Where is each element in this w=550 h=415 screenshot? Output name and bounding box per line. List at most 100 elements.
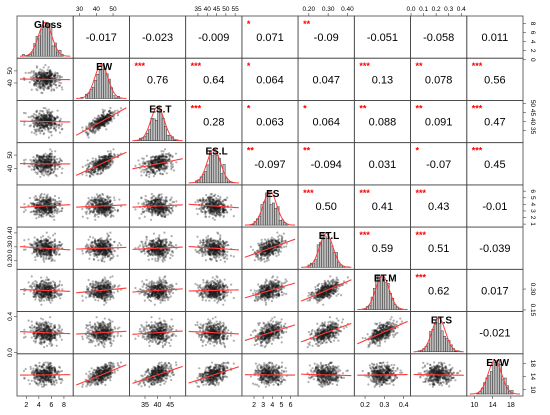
significance-stars: *** xyxy=(134,61,145,71)
scatter-point xyxy=(107,198,109,200)
scatter-point xyxy=(53,219,55,221)
correlation-value: 0.47 xyxy=(484,117,505,129)
correlation-value: -0.09 xyxy=(314,32,339,44)
scatter-point xyxy=(40,82,42,84)
scatter-point xyxy=(40,256,42,258)
scatter-point xyxy=(164,215,166,217)
histogram-bar xyxy=(164,126,166,140)
scatter-point xyxy=(109,107,111,109)
scatter-point xyxy=(143,171,145,173)
histogram-bar xyxy=(331,246,333,267)
scatter-point xyxy=(89,208,91,210)
scatter-point xyxy=(97,199,99,201)
scatter-point xyxy=(233,215,235,217)
scatter-point xyxy=(99,173,101,175)
significance-stars: * xyxy=(303,103,307,113)
scatter-point xyxy=(210,193,212,195)
scatter-point xyxy=(46,87,48,89)
scatter-point xyxy=(23,211,25,213)
significance-stars: *** xyxy=(303,188,314,198)
scatter-point xyxy=(153,199,155,201)
scatter-point xyxy=(47,72,49,74)
scatter-point xyxy=(215,197,217,199)
scatter-point xyxy=(143,203,145,205)
scatter-point xyxy=(43,118,45,120)
scatter-point xyxy=(50,260,52,262)
histogram-bar xyxy=(313,264,315,268)
scatter-point xyxy=(108,207,110,209)
histogram-bar xyxy=(333,253,335,268)
scatter-point xyxy=(51,134,53,136)
scatter-point xyxy=(43,133,45,135)
histogram-bar xyxy=(443,336,445,352)
significance-stars: *** xyxy=(191,103,202,113)
histogram-bar xyxy=(146,133,148,140)
scatter-point xyxy=(54,81,56,83)
scatter-point xyxy=(54,156,56,158)
scatter-point xyxy=(111,203,113,205)
scatter-point xyxy=(39,86,41,88)
variable-label-ES: ES xyxy=(266,189,280,200)
scatter-point xyxy=(90,130,92,132)
scatter-point xyxy=(155,158,157,160)
scatter-point xyxy=(105,128,107,130)
scatter-point xyxy=(159,194,161,196)
scatter-point xyxy=(113,153,115,155)
scatter-point xyxy=(23,112,25,114)
correlation-value: 0.62 xyxy=(428,285,449,297)
scatter-point xyxy=(42,255,44,257)
scatter-point xyxy=(162,211,164,213)
scatter-point xyxy=(148,176,150,178)
scatter-point xyxy=(168,158,170,160)
scatter-point xyxy=(48,207,50,209)
scatter-point xyxy=(96,193,98,195)
scatter-point xyxy=(34,211,36,213)
scatter-point xyxy=(36,253,38,255)
correlation-value: 0.031 xyxy=(369,159,397,171)
scatter-panel-ET.L-vs-EW xyxy=(76,232,126,263)
scatter-point xyxy=(94,199,96,201)
scatter-point xyxy=(85,174,87,176)
scatter-point xyxy=(158,198,160,200)
significance-stars: *** xyxy=(416,230,427,240)
histogram-bar xyxy=(270,205,272,226)
correlation-value: 0.64 xyxy=(203,74,224,86)
scatter-point xyxy=(82,166,84,168)
scatter-point xyxy=(88,166,90,168)
scatter-point xyxy=(170,162,172,164)
scatter-point xyxy=(35,88,37,90)
scatter-point xyxy=(155,207,157,209)
scatter-point xyxy=(97,127,99,129)
significance-stars: *** xyxy=(359,61,370,71)
scatter-point xyxy=(39,130,41,132)
scatter-point xyxy=(50,203,52,205)
scatter-point xyxy=(171,197,173,199)
scatter-point xyxy=(157,200,159,202)
scatter-point xyxy=(151,193,153,195)
scatter-point xyxy=(59,166,61,168)
scatter-point xyxy=(54,127,56,129)
scatter-point xyxy=(38,115,40,117)
scatter-point xyxy=(36,122,38,124)
variable-label-Gloss: Gloss xyxy=(34,20,62,31)
scatter-point xyxy=(39,72,41,74)
significance-stars: *** xyxy=(359,188,370,198)
scatter-point xyxy=(38,156,40,158)
scatter-point xyxy=(160,208,162,210)
scatter-point xyxy=(42,213,44,215)
histogram-bar xyxy=(488,376,490,394)
scatter-point xyxy=(40,240,42,242)
scatter-point xyxy=(214,214,216,216)
scatter-point xyxy=(44,242,46,244)
scatter-point xyxy=(42,235,44,237)
smooth-line xyxy=(20,121,70,122)
scatter-point xyxy=(45,258,47,260)
histogram-bar xyxy=(144,136,146,140)
scatter-point xyxy=(50,211,52,213)
scatter-point xyxy=(100,166,102,168)
scatter-point xyxy=(145,161,147,163)
histogram-bar xyxy=(446,338,448,351)
scatter-point xyxy=(32,156,34,158)
scatter-panel-ES.L-vs-EW xyxy=(76,148,126,178)
